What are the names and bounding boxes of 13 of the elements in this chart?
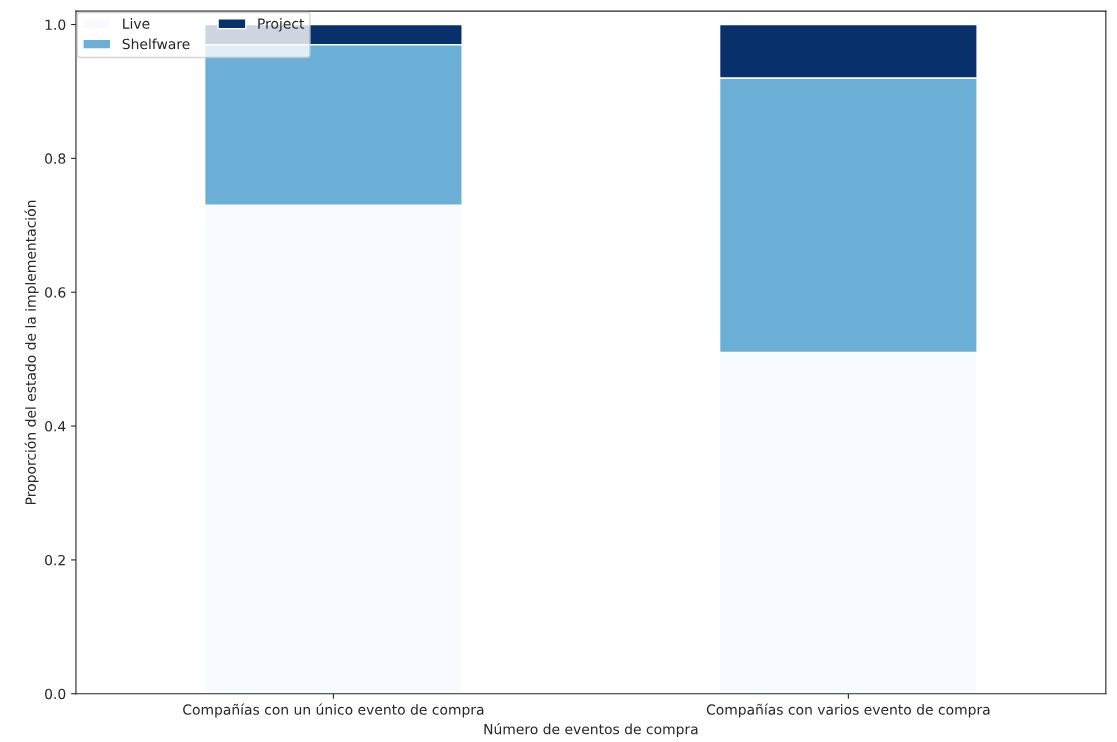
y-tick-label: 0.0 xyxy=(45,688,66,700)
legend-label: Live xyxy=(123,18,150,29)
x-tick-label: Compañías con un único evento de compra xyxy=(183,703,484,718)
legend-label: Project xyxy=(258,18,305,32)
legend-label: Shelfware xyxy=(122,38,190,50)
y-tick-label: 0.4 xyxy=(45,421,66,432)
y-tick-label: 1.0 xyxy=(45,19,66,30)
y-tick-label: 0.8 xyxy=(45,153,66,164)
y-tick-label: 0.2 xyxy=(45,554,65,566)
y-axis-title: Proporción del estado de la implementación xyxy=(24,200,39,505)
x-axis-title: Número de eventos de compra xyxy=(484,723,698,738)
x-tick-label: Compañías con varios evento de compra xyxy=(706,703,990,718)
y-tick-label: 0.6 xyxy=(45,287,66,298)
